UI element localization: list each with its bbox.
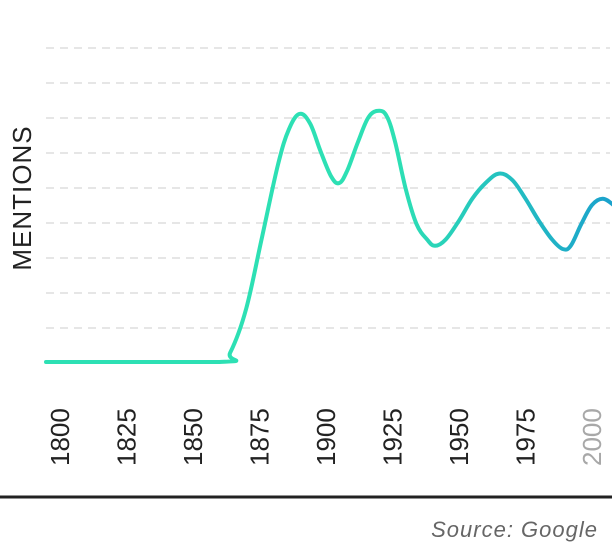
- series-line: [44, 108, 612, 365]
- gridlines: [46, 47, 610, 329]
- x-axis-ticks: 1800 1825 1850 1875 1900 1925 1950 1975 2000: [45, 408, 607, 466]
- x-tick-label: 1975: [511, 408, 541, 466]
- x-tick-label: 1950: [444, 408, 474, 466]
- x-tick-label: 1875: [245, 408, 275, 466]
- y-axis-label: MENTIONS: [7, 125, 37, 270]
- x-tick-label: 1900: [311, 408, 341, 466]
- x-tick-label: 2000: [577, 408, 607, 466]
- x-tick-label: 1825: [112, 408, 142, 466]
- source-note: Source: Google: [431, 517, 598, 542]
- x-tick-label: 1800: [45, 408, 75, 466]
- x-tick-label: 1925: [378, 408, 408, 466]
- x-tick-label: 1850: [178, 408, 208, 466]
